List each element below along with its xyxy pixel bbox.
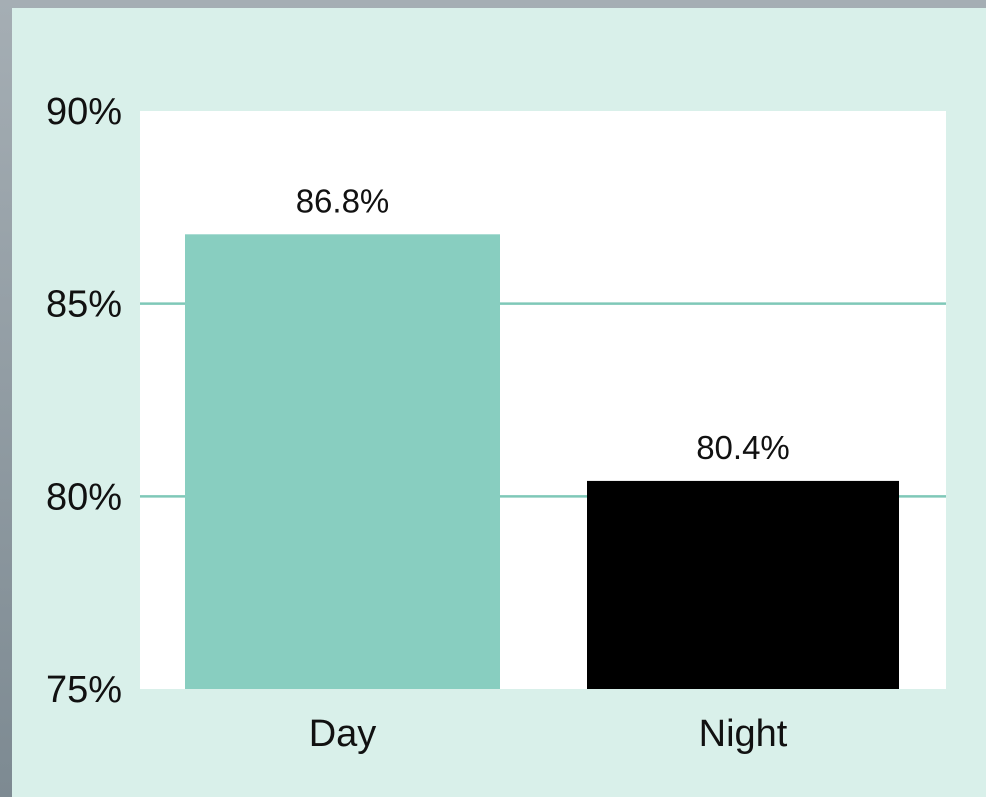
x-category-label: Day	[309, 713, 377, 755]
y-axis-tick-labels: 75% 80% 85% 90%	[46, 91, 122, 711]
bar-day	[185, 234, 500, 689]
bars	[185, 234, 899, 689]
y-tick-label: 80%	[46, 476, 122, 518]
bar-value-label: 86.8%	[296, 182, 390, 219]
bar-value-label: 80.4%	[696, 429, 790, 466]
bar-night	[587, 480, 899, 689]
bar-value-labels: 86.8% 80.4%	[296, 182, 790, 466]
y-tick-label: 85%	[46, 284, 122, 326]
y-tick-label: 75%	[46, 669, 122, 711]
x-category-label: Night	[699, 713, 788, 755]
y-tick-label: 90%	[46, 91, 122, 133]
x-axis-category-labels: Day Night	[309, 713, 788, 755]
